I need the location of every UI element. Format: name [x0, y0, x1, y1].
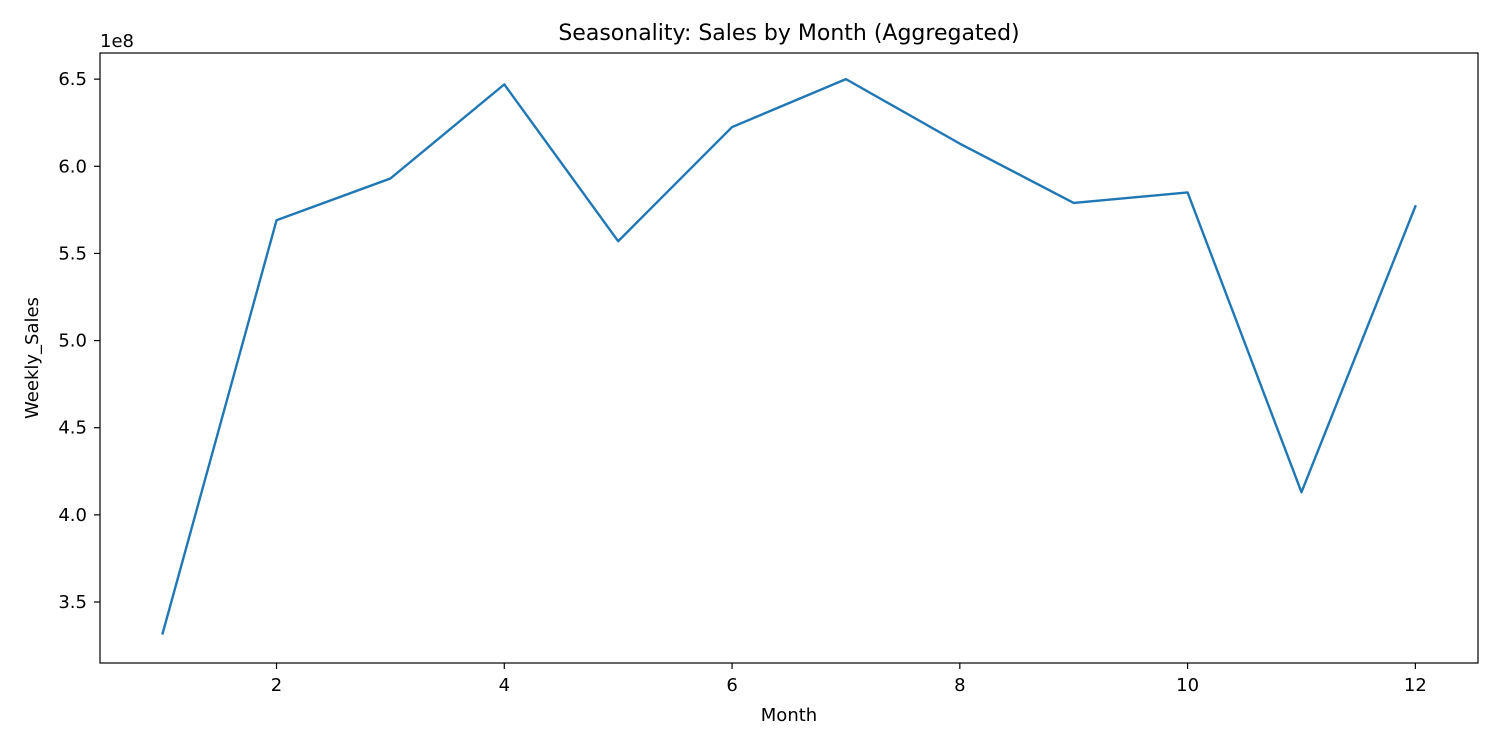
- x-axis-label: Month: [761, 705, 817, 726]
- y-tick-label: 6.5: [58, 69, 87, 90]
- x-tick-label: 12: [1404, 675, 1427, 696]
- chart-title: Seasonality: Sales by Month (Aggregated): [558, 21, 1019, 46]
- y-tick-label: 4.5: [58, 418, 87, 439]
- y-tick-label: 5.0: [58, 331, 87, 352]
- plot-area-frame: [99, 52, 1479, 664]
- y-axis-offset-label: 1e8: [100, 31, 134, 52]
- y-axis-ticks: 3.5 4.0 4.5 5.0 5.5 6.0 6.5: [58, 69, 100, 613]
- y-tick-label: 5.5: [58, 243, 87, 264]
- x-axis-ticks: 2 4 6 8 10 12: [271, 663, 1427, 696]
- x-tick-label: 2: [271, 675, 282, 696]
- y-tick-label: 6.0: [58, 156, 87, 177]
- x-tick-label: 4: [499, 675, 510, 696]
- y-tick-label: 4.0: [58, 505, 87, 526]
- x-tick-label: 6: [726, 675, 737, 696]
- x-tick-label: 8: [954, 675, 965, 696]
- y-axis-label: Weekly_Sales: [22, 297, 43, 419]
- series-group: [161, 77, 1417, 635]
- series-line: [161, 77, 1417, 635]
- y-tick-label: 3.5: [58, 592, 87, 613]
- x-tick-label: 10: [1176, 675, 1199, 696]
